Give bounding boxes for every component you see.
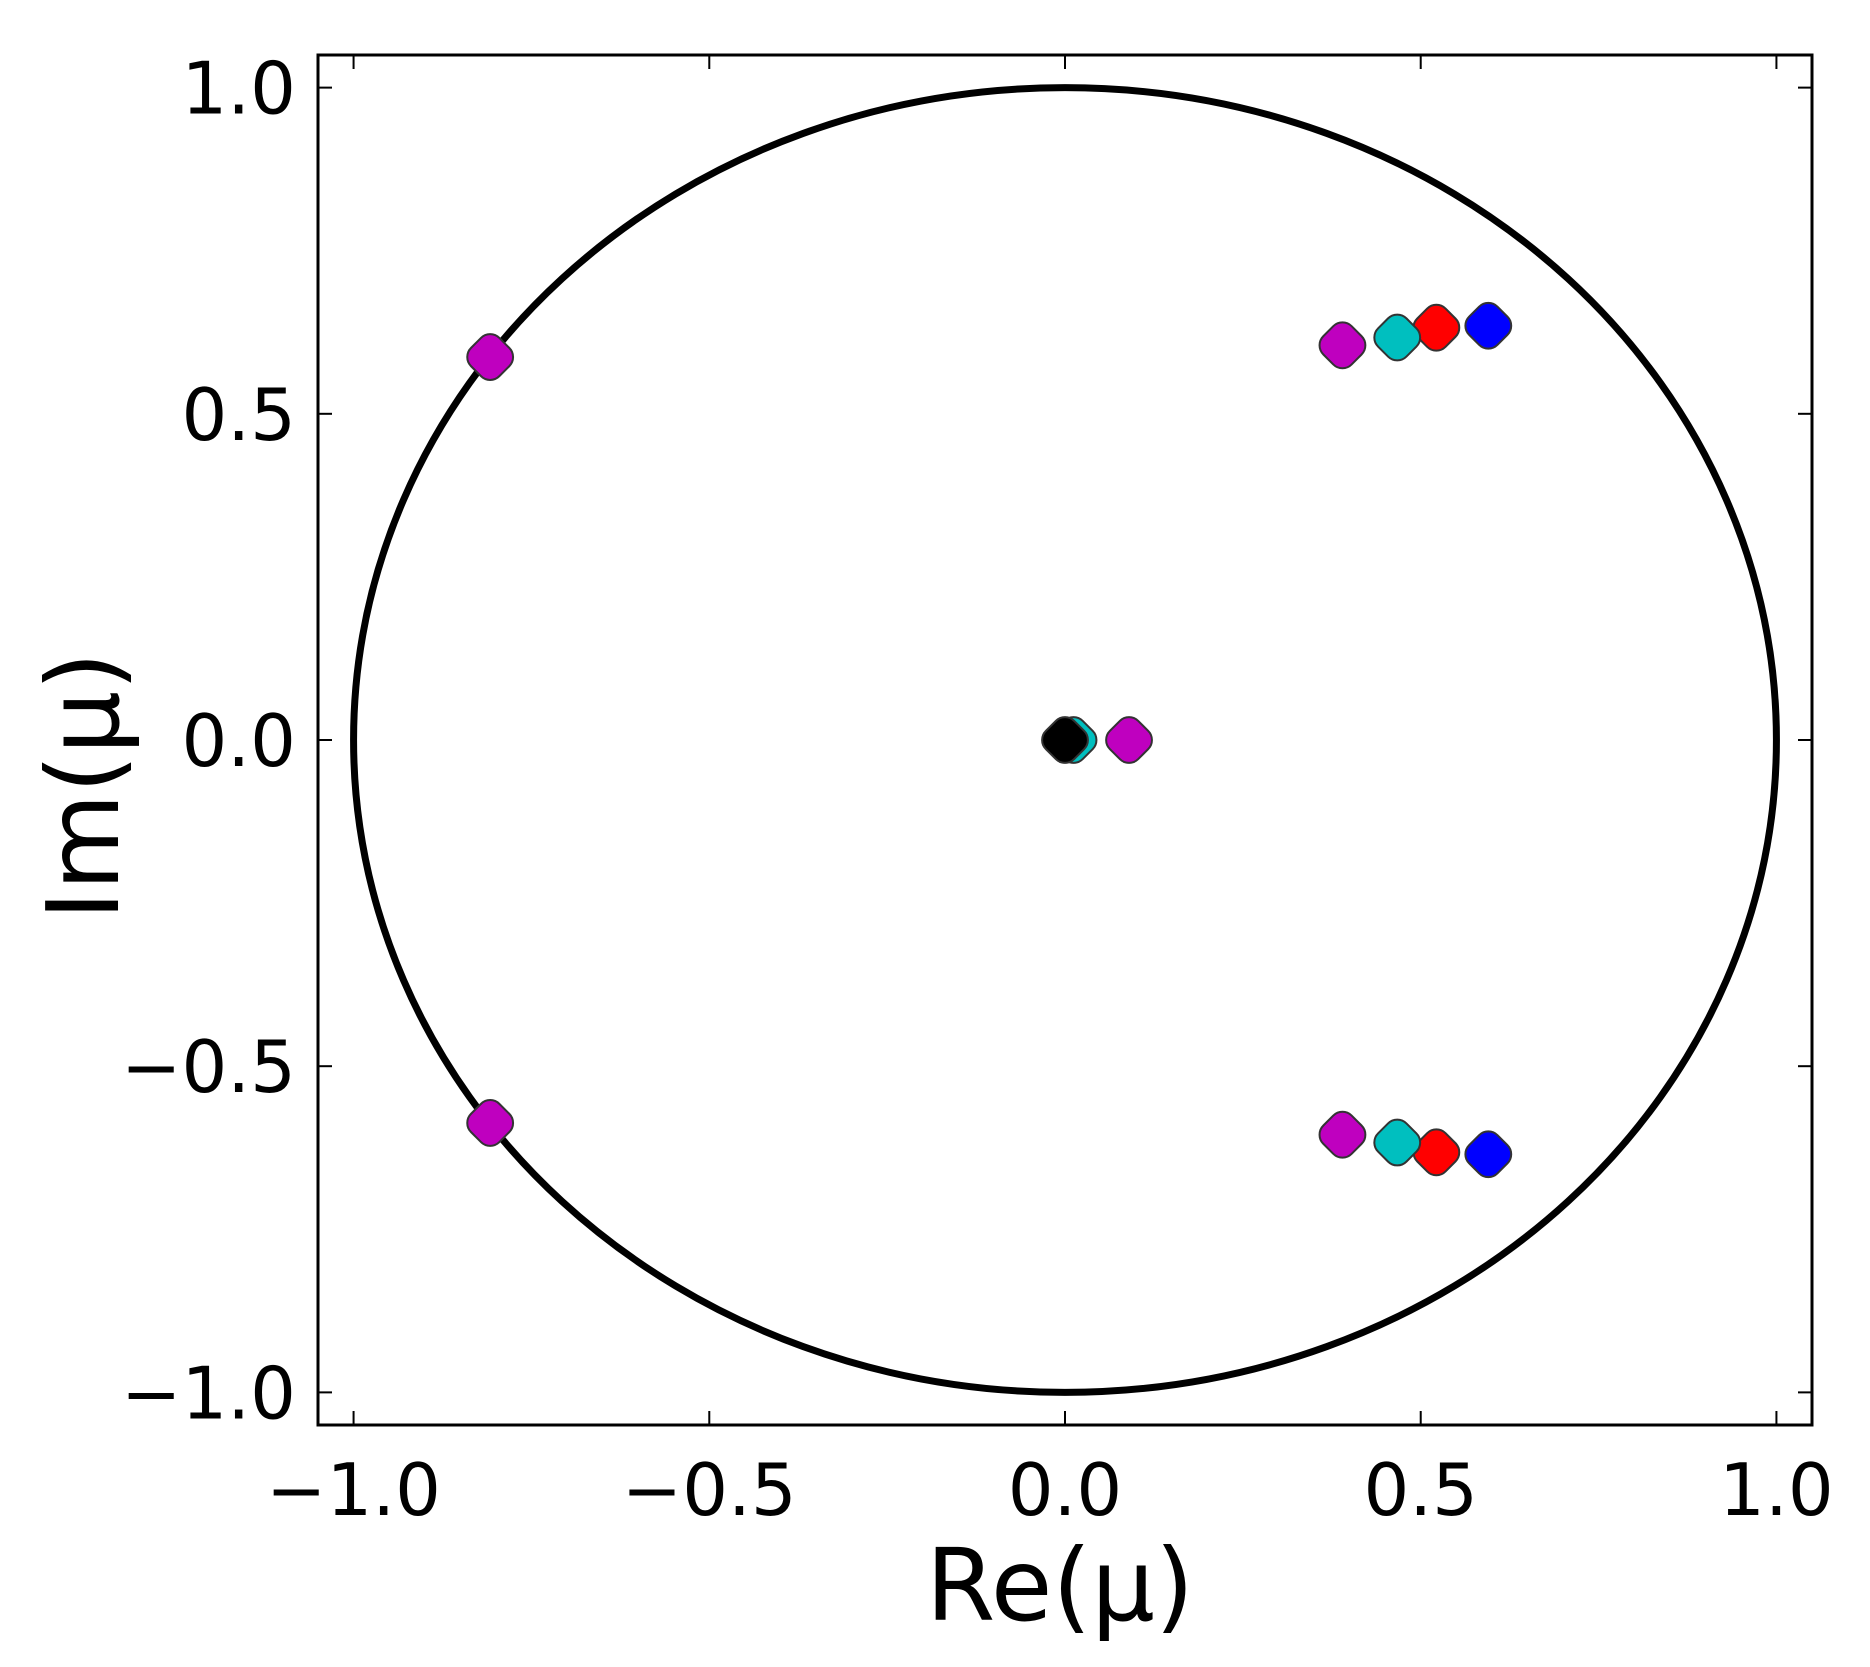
tick-labels: −1.0 −0.5 0.0 0.5 1.0 −1.0 −0.5 0.0 0.5 1.0 — [121, 47, 1834, 1532]
y-tick-label: −1.0 — [121, 1351, 296, 1435]
data-point — [1041, 716, 1089, 764]
data-point — [466, 1099, 515, 1147]
x-axis-label: Re(μ) — [926, 1527, 1194, 1644]
y-tick-label: −0.5 — [121, 1025, 296, 1109]
y-axis-label: Im(μ) — [25, 652, 142, 921]
data-point — [1412, 1128, 1461, 1177]
data-point — [1105, 716, 1153, 764]
plot-area — [350, 84, 1780, 1396]
data-point — [1373, 313, 1422, 362]
data-point — [466, 333, 515, 381]
axis-ticks — [316, 53, 1814, 1427]
y-tick-label: 1.0 — [181, 47, 296, 131]
data-point — [1318, 321, 1367, 370]
data-point — [1412, 303, 1461, 352]
unit-circle — [350, 84, 1780, 1396]
y-tick-label: 0.5 — [181, 373, 296, 457]
data-point — [1464, 1130, 1513, 1179]
data-point — [1464, 301, 1513, 350]
data-point — [1373, 1118, 1422, 1167]
y-tick-label: 0.0 — [181, 699, 296, 783]
data-point — [1318, 1110, 1367, 1159]
x-tick-label: 0.0 — [1008, 1448, 1123, 1532]
x-tick-label: 0.5 — [1363, 1448, 1478, 1532]
x-tick-label: 1.0 — [1719, 1448, 1834, 1532]
x-tick-label: −1.0 — [266, 1448, 441, 1532]
x-tick-label: −0.5 — [622, 1448, 797, 1532]
